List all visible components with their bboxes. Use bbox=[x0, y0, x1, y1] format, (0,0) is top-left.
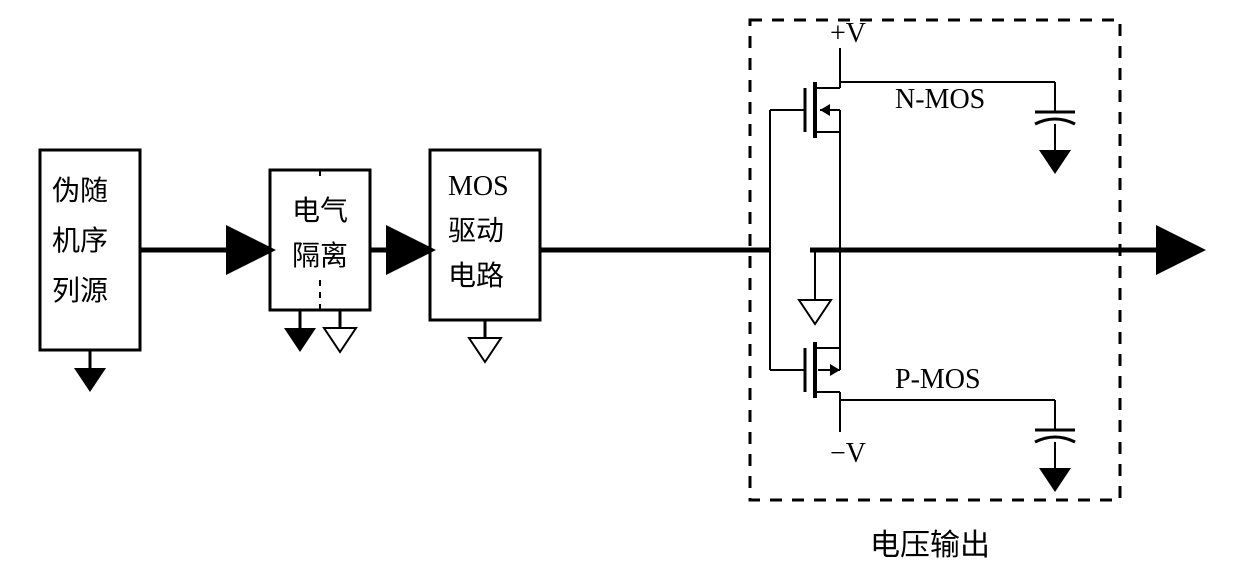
ground-driver bbox=[469, 320, 501, 362]
cap-bot bbox=[840, 400, 1075, 492]
nmos-transistor bbox=[805, 82, 840, 138]
block-source-line2: 机序 bbox=[52, 225, 108, 257]
output-stage-label: 电压输出 bbox=[870, 529, 990, 562]
ground-isolation-left bbox=[284, 310, 316, 352]
nmos-label: N-MOS bbox=[895, 84, 985, 115]
pmos-label: P-MOS bbox=[895, 364, 981, 395]
block-isolation-line1: 电气 bbox=[292, 195, 348, 227]
rail-minus-label: −V bbox=[830, 438, 866, 469]
block-source: 伪随 机序 列源 bbox=[40, 150, 140, 350]
block-source-line3: 列源 bbox=[52, 275, 108, 307]
ground-isolation-right bbox=[324, 310, 356, 352]
block-driver: MOS 驱动 电路 bbox=[430, 150, 540, 320]
pmos-transistor bbox=[805, 342, 840, 432]
block-isolation-line2: 隔离 bbox=[292, 240, 348, 272]
ground-midnode bbox=[799, 250, 831, 324]
diagram-canvas: 伪随 机序 列源 电气 隔离 MOS 驱动 电路 +V −V N-MOS bbox=[0, 0, 1240, 587]
block-driver-line2: 驱动 bbox=[448, 216, 504, 247]
ground-source bbox=[74, 350, 106, 392]
block-source-line1: 伪随 bbox=[52, 175, 108, 207]
block-isolation: 电气 隔离 bbox=[270, 170, 370, 310]
block-driver-line3: 电路 bbox=[448, 260, 504, 292]
block-driver-line1: MOS bbox=[448, 171, 509, 202]
rail-plus-label: +V bbox=[830, 18, 866, 49]
